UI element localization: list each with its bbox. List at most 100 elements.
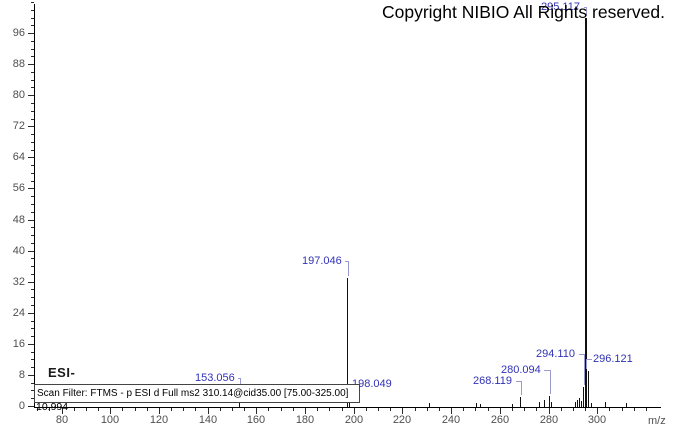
peak-label-leader bbox=[544, 370, 551, 371]
y-axis-minor-tick bbox=[31, 328, 34, 329]
peak-label-leader bbox=[347, 261, 349, 276]
y-axis-minor-tick bbox=[31, 49, 34, 50]
spectrum-peak bbox=[585, 17, 587, 407]
x-axis-minor-tick bbox=[135, 408, 136, 411]
y-axis-minor-tick bbox=[31, 336, 34, 337]
x-axis-major-tick bbox=[208, 408, 209, 414]
x-axis-minor-tick bbox=[98, 408, 99, 411]
y-axis-minor-tick bbox=[31, 80, 34, 81]
y-axis-tick-label: 0 bbox=[18, 400, 25, 412]
y-axis-minor-tick bbox=[31, 10, 34, 11]
copyright-text: Copyright NIBIO All Rights reserved. bbox=[381, 2, 665, 22]
spectrum-peak bbox=[577, 399, 578, 407]
spectrum-peak bbox=[347, 277, 348, 407]
y-axis-minor-tick bbox=[31, 18, 34, 19]
y-axis-major-tick bbox=[28, 33, 34, 34]
y-axis-tick-label: 88 bbox=[12, 58, 25, 70]
x-axis-major-tick bbox=[597, 408, 598, 414]
spectrum-peak bbox=[549, 396, 550, 407]
peak-label: 296.121 bbox=[593, 353, 633, 365]
x-axis-minor-tick bbox=[342, 408, 343, 411]
y-axis-minor-tick bbox=[31, 142, 34, 143]
x-axis-minor-tick bbox=[646, 408, 647, 411]
x-axis-minor-tick bbox=[74, 408, 75, 411]
y-axis-minor-tick bbox=[31, 235, 34, 236]
spectrum-peak bbox=[588, 371, 589, 407]
y-axis-tick-label: 16 bbox=[12, 338, 25, 350]
y-axis-minor-tick bbox=[31, 56, 34, 57]
x-axis-minor-tick bbox=[122, 408, 123, 411]
peak-label: 153.056 bbox=[195, 372, 235, 384]
peak-label-leader bbox=[583, 354, 585, 385]
spectrum-peak bbox=[605, 402, 606, 407]
spectrum-peak bbox=[512, 403, 513, 407]
y-axis-line bbox=[34, 4, 35, 408]
x-axis-tick-label: 240 bbox=[441, 414, 461, 426]
peak-label: 268.119 bbox=[473, 375, 512, 387]
retention-time-value: 10.994 bbox=[36, 401, 69, 413]
x-axis-minor-tick bbox=[524, 408, 525, 411]
x-axis-minor-tick bbox=[195, 408, 196, 411]
x-axis-minor-tick bbox=[622, 408, 623, 411]
x-axis-tick-label: 260 bbox=[490, 414, 510, 426]
x-axis-major-tick bbox=[354, 408, 355, 414]
y-axis-minor-tick bbox=[31, 204, 34, 205]
x-axis-major-tick bbox=[402, 408, 403, 414]
y-axis-major-tick bbox=[28, 313, 34, 314]
y-axis-minor-tick bbox=[31, 398, 34, 399]
x-axis-minor-tick bbox=[329, 408, 330, 411]
y-axis-major-tick bbox=[28, 220, 34, 221]
y-axis-minor-tick bbox=[31, 243, 34, 244]
y-axis-minor-tick bbox=[31, 2, 34, 3]
spectrum-peak bbox=[551, 402, 552, 407]
x-axis-minor-tick bbox=[573, 408, 574, 411]
spectrum-peak bbox=[626, 403, 627, 407]
peak-label-leader bbox=[586, 7, 588, 16]
y-axis-minor-tick bbox=[31, 297, 34, 298]
peak-label-leader bbox=[584, 7, 588, 8]
peak-label-leader bbox=[345, 261, 349, 262]
x-axis-minor-tick bbox=[390, 408, 391, 411]
y-axis-major-tick bbox=[28, 375, 34, 376]
spectrum-peak bbox=[579, 398, 580, 407]
y-axis-major-tick bbox=[28, 126, 34, 127]
y-axis-minor-tick bbox=[31, 41, 34, 42]
y-axis-minor-tick bbox=[31, 359, 34, 360]
y-axis-tick-label: 56 bbox=[12, 182, 25, 194]
y-axis-tick-label: 96 bbox=[12, 27, 25, 39]
y-axis-major-tick bbox=[28, 64, 34, 65]
x-axis-minor-tick bbox=[475, 408, 476, 411]
x-axis-minor-tick bbox=[171, 408, 172, 411]
scan-filter-box: Scan Filter: FTMS - p ESI d Full ms2 310… bbox=[34, 384, 360, 403]
x-axis-major-tick bbox=[549, 408, 550, 414]
x-axis-minor-tick bbox=[244, 408, 245, 411]
y-axis-tick-label: 80 bbox=[12, 89, 25, 101]
y-axis-minor-tick bbox=[31, 367, 34, 368]
x-axis-unit-label: m/z bbox=[648, 415, 666, 427]
y-axis-major-tick bbox=[28, 406, 34, 407]
peak-label-leader bbox=[585, 359, 592, 360]
x-axis-minor-tick bbox=[281, 408, 282, 411]
y-axis-minor-tick bbox=[31, 258, 34, 259]
y-axis-tick-label: 24 bbox=[12, 307, 25, 319]
x-axis-minor-tick bbox=[317, 408, 318, 411]
x-axis-line bbox=[34, 407, 661, 408]
x-axis-minor-tick bbox=[415, 408, 416, 411]
x-axis-major-tick bbox=[256, 408, 257, 414]
peak-label: 280.094 bbox=[501, 364, 541, 376]
y-axis-major-tick bbox=[28, 251, 34, 252]
peak-label: 198.049 bbox=[352, 378, 392, 390]
y-axis-minor-tick bbox=[31, 87, 34, 88]
peak-label-leader bbox=[579, 354, 585, 355]
spectrum-peak bbox=[583, 386, 584, 407]
spectrum-peak bbox=[591, 402, 592, 407]
y-axis-major-tick bbox=[28, 157, 34, 158]
y-axis-minor-tick bbox=[31, 119, 34, 120]
x-axis-tick-label: 140 bbox=[198, 414, 218, 426]
x-axis-minor-tick bbox=[49, 408, 50, 411]
x-axis-minor-tick bbox=[378, 408, 379, 411]
y-axis-minor-tick bbox=[31, 289, 34, 290]
x-axis-tick-label: 180 bbox=[295, 414, 315, 426]
spectrum-peak bbox=[239, 401, 240, 407]
y-axis-minor-tick bbox=[31, 352, 34, 353]
